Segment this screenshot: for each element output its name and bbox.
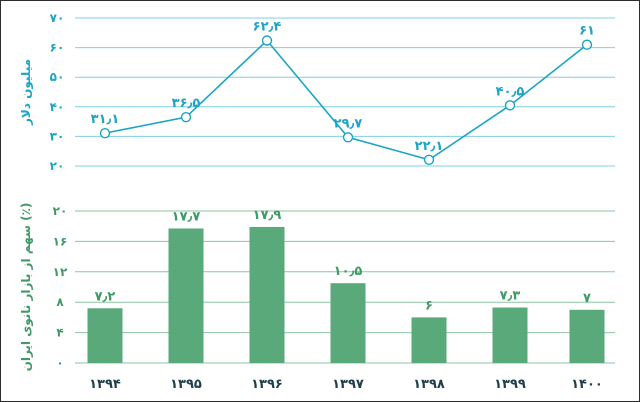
line-point bbox=[261, 35, 273, 46]
line-point bbox=[423, 154, 435, 165]
x-tick-label: ۱۳۹۴ bbox=[89, 377, 121, 392]
line-ytick-label: ۳۰ bbox=[50, 129, 65, 143]
bar bbox=[168, 228, 204, 363]
bar-data-label: ۱۷٫۹ bbox=[253, 208, 282, 223]
bar-data-label: ۷٫۲ bbox=[95, 289, 116, 304]
line-data-label: ۶۱ bbox=[579, 24, 595, 39]
bar bbox=[492, 307, 528, 363]
line-ytick-label: ۲۰ bbox=[50, 159, 65, 173]
line-data-label: ۶۲٫۴ bbox=[253, 19, 282, 34]
line-ytick-label: ۷۰ bbox=[50, 11, 65, 25]
bar bbox=[87, 308, 123, 363]
bar-data-label: ۶ bbox=[425, 298, 433, 313]
line-ytick-label: ۴۰ bbox=[50, 100, 65, 114]
x-tick-label: ۱۳۹۶ bbox=[251, 377, 283, 392]
line-point bbox=[504, 100, 516, 111]
x-tick-label: ۱۳۹۹ bbox=[494, 377, 526, 392]
bar-ytick-label: ۱۲ bbox=[53, 265, 68, 279]
bar-data-label: ۱۷٫۷ bbox=[172, 209, 201, 224]
x-tick-label: ۱۳۹۵ bbox=[170, 377, 202, 392]
bar-y-axis-label: سهم از بازار نانوی ایران (٪) bbox=[19, 203, 34, 372]
bar-ytick-label: ۱۶ bbox=[53, 234, 68, 248]
bar-ytick-label: ۲۰ bbox=[53, 204, 68, 218]
line-data-label: ۲۲٫۱ bbox=[415, 139, 444, 154]
bar bbox=[249, 226, 285, 363]
bar bbox=[411, 317, 447, 363]
bar bbox=[330, 283, 366, 363]
x-tick-label: ۱۳۹۸ bbox=[413, 377, 445, 392]
bar-data-label: ۱۰٫۵ bbox=[334, 264, 363, 279]
x-tick-label: ۱۴۰۰ bbox=[571, 377, 603, 392]
line-data-label: ۲۹٫۷ bbox=[334, 116, 363, 131]
bar-data-label: ۷٫۳ bbox=[500, 289, 521, 304]
line-point bbox=[342, 132, 354, 143]
line-point bbox=[180, 111, 192, 123]
line-point bbox=[99, 127, 111, 139]
line-y-axis-label: میلیون دلار bbox=[19, 59, 34, 126]
line-data-label: ۳۱٫۱ bbox=[91, 112, 120, 127]
bar bbox=[569, 309, 605, 363]
line-ytick-label: ۶۰ bbox=[50, 41, 65, 55]
bar-ytick-label: ۸ bbox=[56, 295, 64, 309]
bar-data-label: ۷ bbox=[583, 291, 591, 306]
line-data-label: ۳۶٫۵ bbox=[172, 96, 201, 111]
bar-ytick-label: ۰ bbox=[56, 356, 63, 370]
line-data-label: ۴۰٫۵ bbox=[496, 84, 525, 99]
bar-ytick-label: ۴ bbox=[56, 326, 63, 340]
line-point bbox=[581, 39, 593, 50]
line-ytick-label: ۵۰ bbox=[50, 70, 65, 84]
x-tick-label: ۱۳۹۷ bbox=[332, 377, 364, 392]
